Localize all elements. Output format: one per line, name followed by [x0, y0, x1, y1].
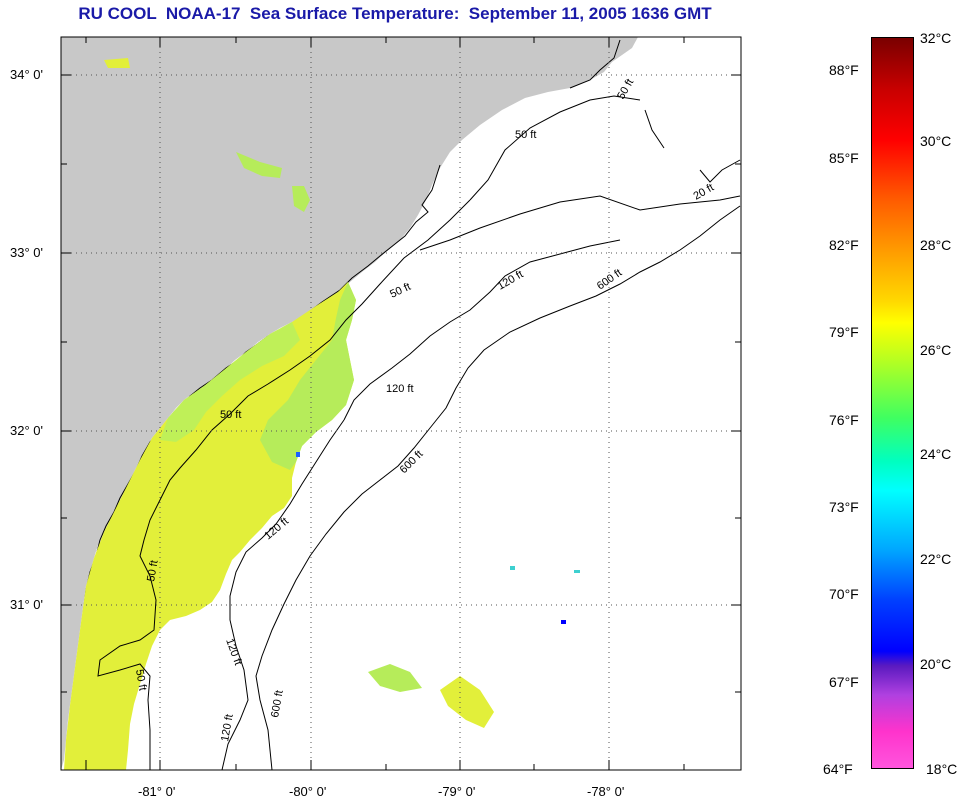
map-frame — [60, 36, 742, 771]
ticks — [61, 37, 741, 770]
contour-label-50ft-1: 50 ft — [515, 129, 536, 141]
colorbar-c-26: 26°C — [920, 342, 952, 358]
sst-blob-3 — [236, 152, 282, 178]
colorbar-c-18: 18°C — [926, 761, 958, 777]
sst-pixel-cyan-1 — [510, 566, 515, 570]
colorbar-c-28: 28°C — [920, 237, 952, 253]
lon-label-78: -78° 0' — [587, 784, 625, 799]
contour-120ft-south — [221, 419, 345, 771]
sst-offshore-green — [260, 282, 356, 470]
graticule — [61, 37, 741, 770]
contour-label-120ft-2: 120 ft — [386, 383, 414, 395]
contour-label-600ft-3: 600 ft — [269, 689, 286, 718]
sst-pixel-blue-1 — [296, 452, 300, 457]
sst-pixel-blue-2 — [561, 620, 566, 624]
contour-label-50ft-6: 50 ft — [133, 668, 149, 691]
sst-blob-4 — [292, 186, 310, 212]
contour-600ft — [255, 205, 741, 771]
sst-inner-green — [160, 322, 300, 442]
sst-nearshore-warm — [64, 282, 356, 770]
contour-50ft-south — [97, 199, 471, 770]
contour-label-50ft-5: 50 ft — [145, 559, 161, 582]
contour-label-120ft-5: 120 ft — [219, 713, 236, 742]
lon-label-79: -79° 0' — [438, 784, 476, 799]
lat-label-34: 34° 0' — [10, 67, 43, 82]
colorbar-c-24: 24°C — [920, 446, 952, 462]
colorbar-f-67: 67°F — [829, 674, 859, 690]
colorbar-c-22: 22°C — [920, 551, 952, 567]
colorbar-f-70: 70°F — [829, 586, 859, 602]
sst-pixel-cyan-2 — [574, 570, 580, 573]
sst-blob-2 — [440, 676, 494, 728]
contour-120ft — [343, 195, 741, 421]
colorbar-f-76: 76°F — [829, 412, 859, 428]
colorbar-f-85: 85°F — [829, 150, 859, 166]
contour-20ft — [644, 109, 741, 183]
sst-blob-5 — [104, 58, 130, 68]
colorbar-c-20: 20°C — [920, 656, 952, 672]
contour-label-50ft-4: 50 ft — [220, 409, 241, 421]
land-mass — [61, 37, 638, 770]
colorbar-f-64: 64°F — [823, 761, 853, 777]
temperature-colorbar — [871, 37, 914, 769]
lon-label-80: -80° 0' — [289, 784, 327, 799]
colorbar-f-73: 73°F — [829, 499, 859, 515]
colorbar-c-30: 30°C — [920, 133, 952, 149]
lon-label-81: -81° 0' — [138, 784, 176, 799]
lat-label-32: 32° 0' — [10, 423, 43, 438]
lat-label-33: 33° 0' — [10, 245, 43, 260]
lat-label-31: 31° 0' — [10, 597, 43, 612]
contours — [97, 95, 741, 771]
colorbar-c-32: 32°C — [920, 30, 952, 46]
map-title: RU COOL NOAA-17 Sea Surface Temperature:… — [78, 4, 712, 23]
colorbar-f-82: 82°F — [829, 237, 859, 253]
sst-blob-1 — [368, 664, 422, 692]
colorbar-f-79: 79°F — [829, 324, 859, 340]
colorbar-f-88: 88°F — [829, 62, 859, 78]
contour-50ft-north — [469, 95, 641, 201]
